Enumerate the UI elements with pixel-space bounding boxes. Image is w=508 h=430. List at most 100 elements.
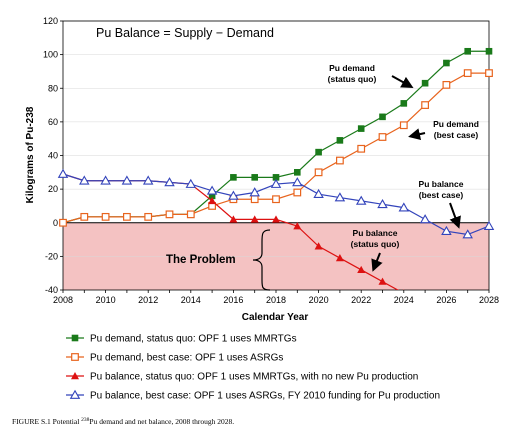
data-point: [377, 198, 388, 209]
chart-title: Pu Balance = Supply − Demand: [96, 26, 274, 40]
legend: Pu demand, status quo: OPF 1 uses MMRTGs…: [66, 334, 440, 402]
legend-item-4: Pu balance, best case: OPF 1 uses ASRGs,…: [66, 389, 440, 402]
annotation-line: Pu balance: [353, 228, 398, 238]
data-point: [228, 190, 239, 200]
annotation-pu-demand-status-quo: Pu demand (status quo): [328, 63, 414, 88]
data-point: [293, 188, 302, 197]
series-4: [57, 168, 495, 239]
legend-label: Pu demand, best case: OPF 1 uses ASRGs: [90, 353, 283, 364]
annotation-line: (best case): [419, 190, 464, 200]
data-point: [230, 174, 237, 181]
data-point: [483, 220, 495, 230]
data-point: [142, 175, 154, 185]
x-axis: 2008 2010 2012 2014 2016 2018 2020 2022 2024 2026…: [53, 290, 499, 305]
x-axis-title: Calendar Year: [242, 312, 309, 323]
x-tick-label: 2020: [309, 295, 329, 305]
legend-label: Pu demand, status quo: OPF 1 uses MMRTGs: [90, 334, 297, 345]
data-point: [59, 218, 67, 227]
y-tick-label: 120: [43, 16, 58, 26]
annotation-pu-balance-status-quo: Pu balance (status quo): [351, 228, 400, 272]
data-point: [398, 202, 410, 212]
figure-caption: FIGURE S.1 Potential 238Pu demand and ne…: [12, 417, 234, 426]
data-point: [463, 69, 472, 78]
x-tick-label: 2016: [223, 295, 243, 305]
y-tick-label: -40: [45, 285, 58, 295]
y-tick-label: 40: [48, 151, 58, 161]
data-point: [79, 175, 90, 185]
x-tick-label: 2008: [53, 295, 73, 305]
legend-label: Pu balance, status quo: OPF 1 uses MMRTG…: [90, 372, 418, 383]
annotation-arrow: [371, 252, 383, 272]
annotation-line: Pu balance: [419, 179, 464, 189]
data-point: [357, 144, 366, 153]
data-point: [336, 137, 344, 144]
data-point: [208, 196, 217, 205]
x-tick-label: 2026: [436, 295, 456, 305]
annotation-pu-demand-best-case: Pu demand (best case): [408, 119, 479, 141]
annotation-arrow: [449, 202, 461, 229]
caption-suffix: Pu demand and net balance, 2008 through …: [89, 417, 234, 426]
annotation-line: (best case): [434, 130, 479, 140]
annotation-line: (status quo): [328, 74, 377, 84]
data-point: [164, 177, 175, 187]
annotation-arrow: [391, 75, 414, 88]
data-point: [272, 195, 280, 204]
x-tick-label: 2022: [351, 295, 371, 305]
data-point: [272, 174, 280, 181]
data-point: [403, 289, 405, 290]
legend-item-1: Pu demand, status quo: OPF 1 uses MMRTGs: [66, 334, 297, 345]
data-point: [443, 59, 450, 67]
data-point: [100, 175, 111, 185]
x-tick-label: 2014: [181, 295, 201, 305]
data-point: [399, 121, 408, 130]
data-point: [442, 80, 451, 89]
data-point: [400, 100, 408, 107]
series-2: [59, 69, 493, 227]
the-problem-brace: [252, 229, 271, 291]
data-point: [421, 79, 429, 87]
data-point: [208, 192, 216, 200]
annotation-line: (status quo): [351, 239, 400, 249]
x-tick-label: 2028: [479, 295, 499, 305]
data-point: [334, 192, 346, 202]
data-point: [229, 215, 238, 223]
data-point: [378, 277, 387, 285]
data-point: [419, 214, 431, 224]
data-point: [314, 242, 323, 250]
data-point: [249, 187, 260, 197]
data-point: [355, 195, 367, 205]
data-point: [315, 148, 322, 156]
data-point: [357, 125, 365, 132]
x-tick-label: 2018: [266, 295, 286, 305]
y-tick-label: 80: [48, 83, 58, 93]
y-tick-label: 100: [43, 50, 58, 60]
data-point: [294, 169, 301, 176]
annotation-line: Pu demand: [433, 119, 479, 129]
data-point: [462, 229, 473, 239]
series-layer: [57, 47, 495, 290]
data-point: [335, 254, 344, 262]
y-tick-label: 20: [48, 184, 58, 194]
y-axis-title: Kilograms of Pu-238: [25, 106, 36, 203]
data-point: [121, 175, 133, 185]
x-tick-label: 2024: [394, 295, 414, 305]
data-point: [464, 47, 471, 55]
data-point: [357, 265, 366, 274]
legend-marker: [71, 353, 79, 361]
data-point: [313, 188, 324, 199]
the-problem-label: The Problem: [166, 254, 236, 266]
data-point: [314, 168, 323, 177]
data-point: [165, 210, 174, 219]
data-point: [250, 215, 259, 223]
data-point: [485, 47, 493, 55]
data-point: [441, 225, 452, 236]
y-tick-label: -20: [45, 251, 58, 261]
legend-item-2: Pu demand, best case: OPF 1 uses ASRGs: [66, 353, 283, 364]
data-point: [122, 212, 131, 221]
y-tick-label: 0: [53, 218, 58, 228]
data-point: [485, 69, 493, 78]
y-tick-label: 60: [48, 117, 58, 127]
data-point: [186, 210, 195, 219]
caption-superscript: 238: [81, 417, 90, 423]
